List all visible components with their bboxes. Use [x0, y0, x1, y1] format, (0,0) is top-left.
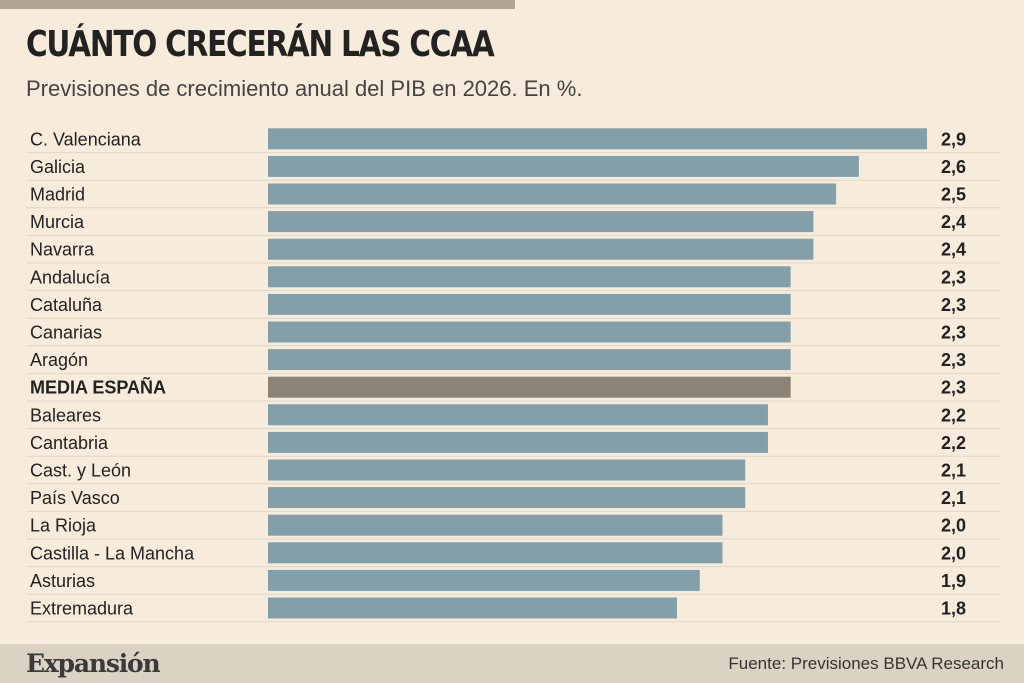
chart-title: CUÁNTO CRECERÁN LAS CCAA	[26, 24, 495, 65]
bar	[268, 459, 746, 481]
bar	[268, 349, 791, 371]
footer: Expansión Fuente: Previsiones BBVA Resea…	[0, 644, 1024, 683]
category-label: Madrid	[30, 185, 85, 205]
category-label: Baleares	[30, 405, 101, 425]
category-label: Cast. y León	[30, 461, 131, 481]
category-label: Castilla - La Mancha	[30, 543, 195, 563]
bar	[268, 211, 814, 233]
bar	[268, 155, 859, 177]
value-label: 2,5	[941, 185, 966, 205]
brand-logo: Expansión	[26, 649, 161, 678]
bar-chart: C. Valenciana 2,9 Galicia 2,6 Madrid 2,5 Murci…	[26, 128, 1000, 623]
category-label: La Rioja	[30, 516, 97, 536]
category-label: C. Valenciana	[30, 129, 142, 149]
value-label: 2,6	[941, 157, 966, 177]
bar	[268, 321, 791, 343]
category-label: Aragón	[30, 350, 88, 370]
bar	[268, 514, 723, 536]
value-label: 2,3	[941, 267, 966, 287]
bar	[268, 431, 768, 453]
category-label: Cantabria	[30, 433, 109, 453]
bar	[268, 238, 814, 260]
value-label: 1,8	[941, 599, 966, 619]
value-label: 2,1	[941, 461, 966, 481]
bar	[268, 266, 791, 288]
bar	[268, 404, 768, 426]
average-bar	[268, 376, 791, 398]
category-label: Extremadura	[30, 599, 134, 619]
category-label: Asturias	[30, 571, 95, 591]
value-label: 2,2	[941, 405, 966, 425]
category-label: Cataluña	[30, 295, 103, 315]
bar	[268, 542, 723, 564]
bar	[268, 487, 746, 509]
value-label: 2,0	[941, 516, 966, 536]
source-note: Fuente: Previsiones BBVA Research	[728, 654, 1004, 673]
value-label: 2,3	[941, 350, 966, 370]
value-label: 1,9	[941, 571, 966, 591]
value-label: 2,3	[941, 295, 966, 315]
bar	[268, 597, 678, 619]
bar	[268, 128, 927, 150]
value-label: 2,3	[941, 323, 966, 343]
value-label: 2,4	[941, 240, 966, 260]
bar	[268, 183, 837, 205]
value-label: 2,2	[941, 433, 966, 453]
category-label: País Vasco	[30, 488, 120, 508]
category-label: Canarias	[30, 323, 102, 343]
value-label: 2,3	[941, 378, 966, 398]
top-rule	[0, 0, 515, 9]
bar	[268, 293, 791, 315]
category-label: Navarra	[30, 240, 95, 260]
value-label: 2,0	[941, 543, 966, 563]
category-label: Murcia	[30, 212, 85, 232]
value-label: 2,1	[941, 488, 966, 508]
chart-subtitle: Previsiones de crecimiento anual del PIB…	[26, 76, 583, 101]
category-label: MEDIA ESPAÑA	[30, 377, 166, 398]
category-label: Galicia	[30, 157, 86, 177]
value-label: 2,9	[941, 129, 966, 149]
category-label: Andalucía	[30, 267, 111, 287]
value-label: 2,4	[941, 212, 966, 232]
bar	[268, 569, 700, 591]
